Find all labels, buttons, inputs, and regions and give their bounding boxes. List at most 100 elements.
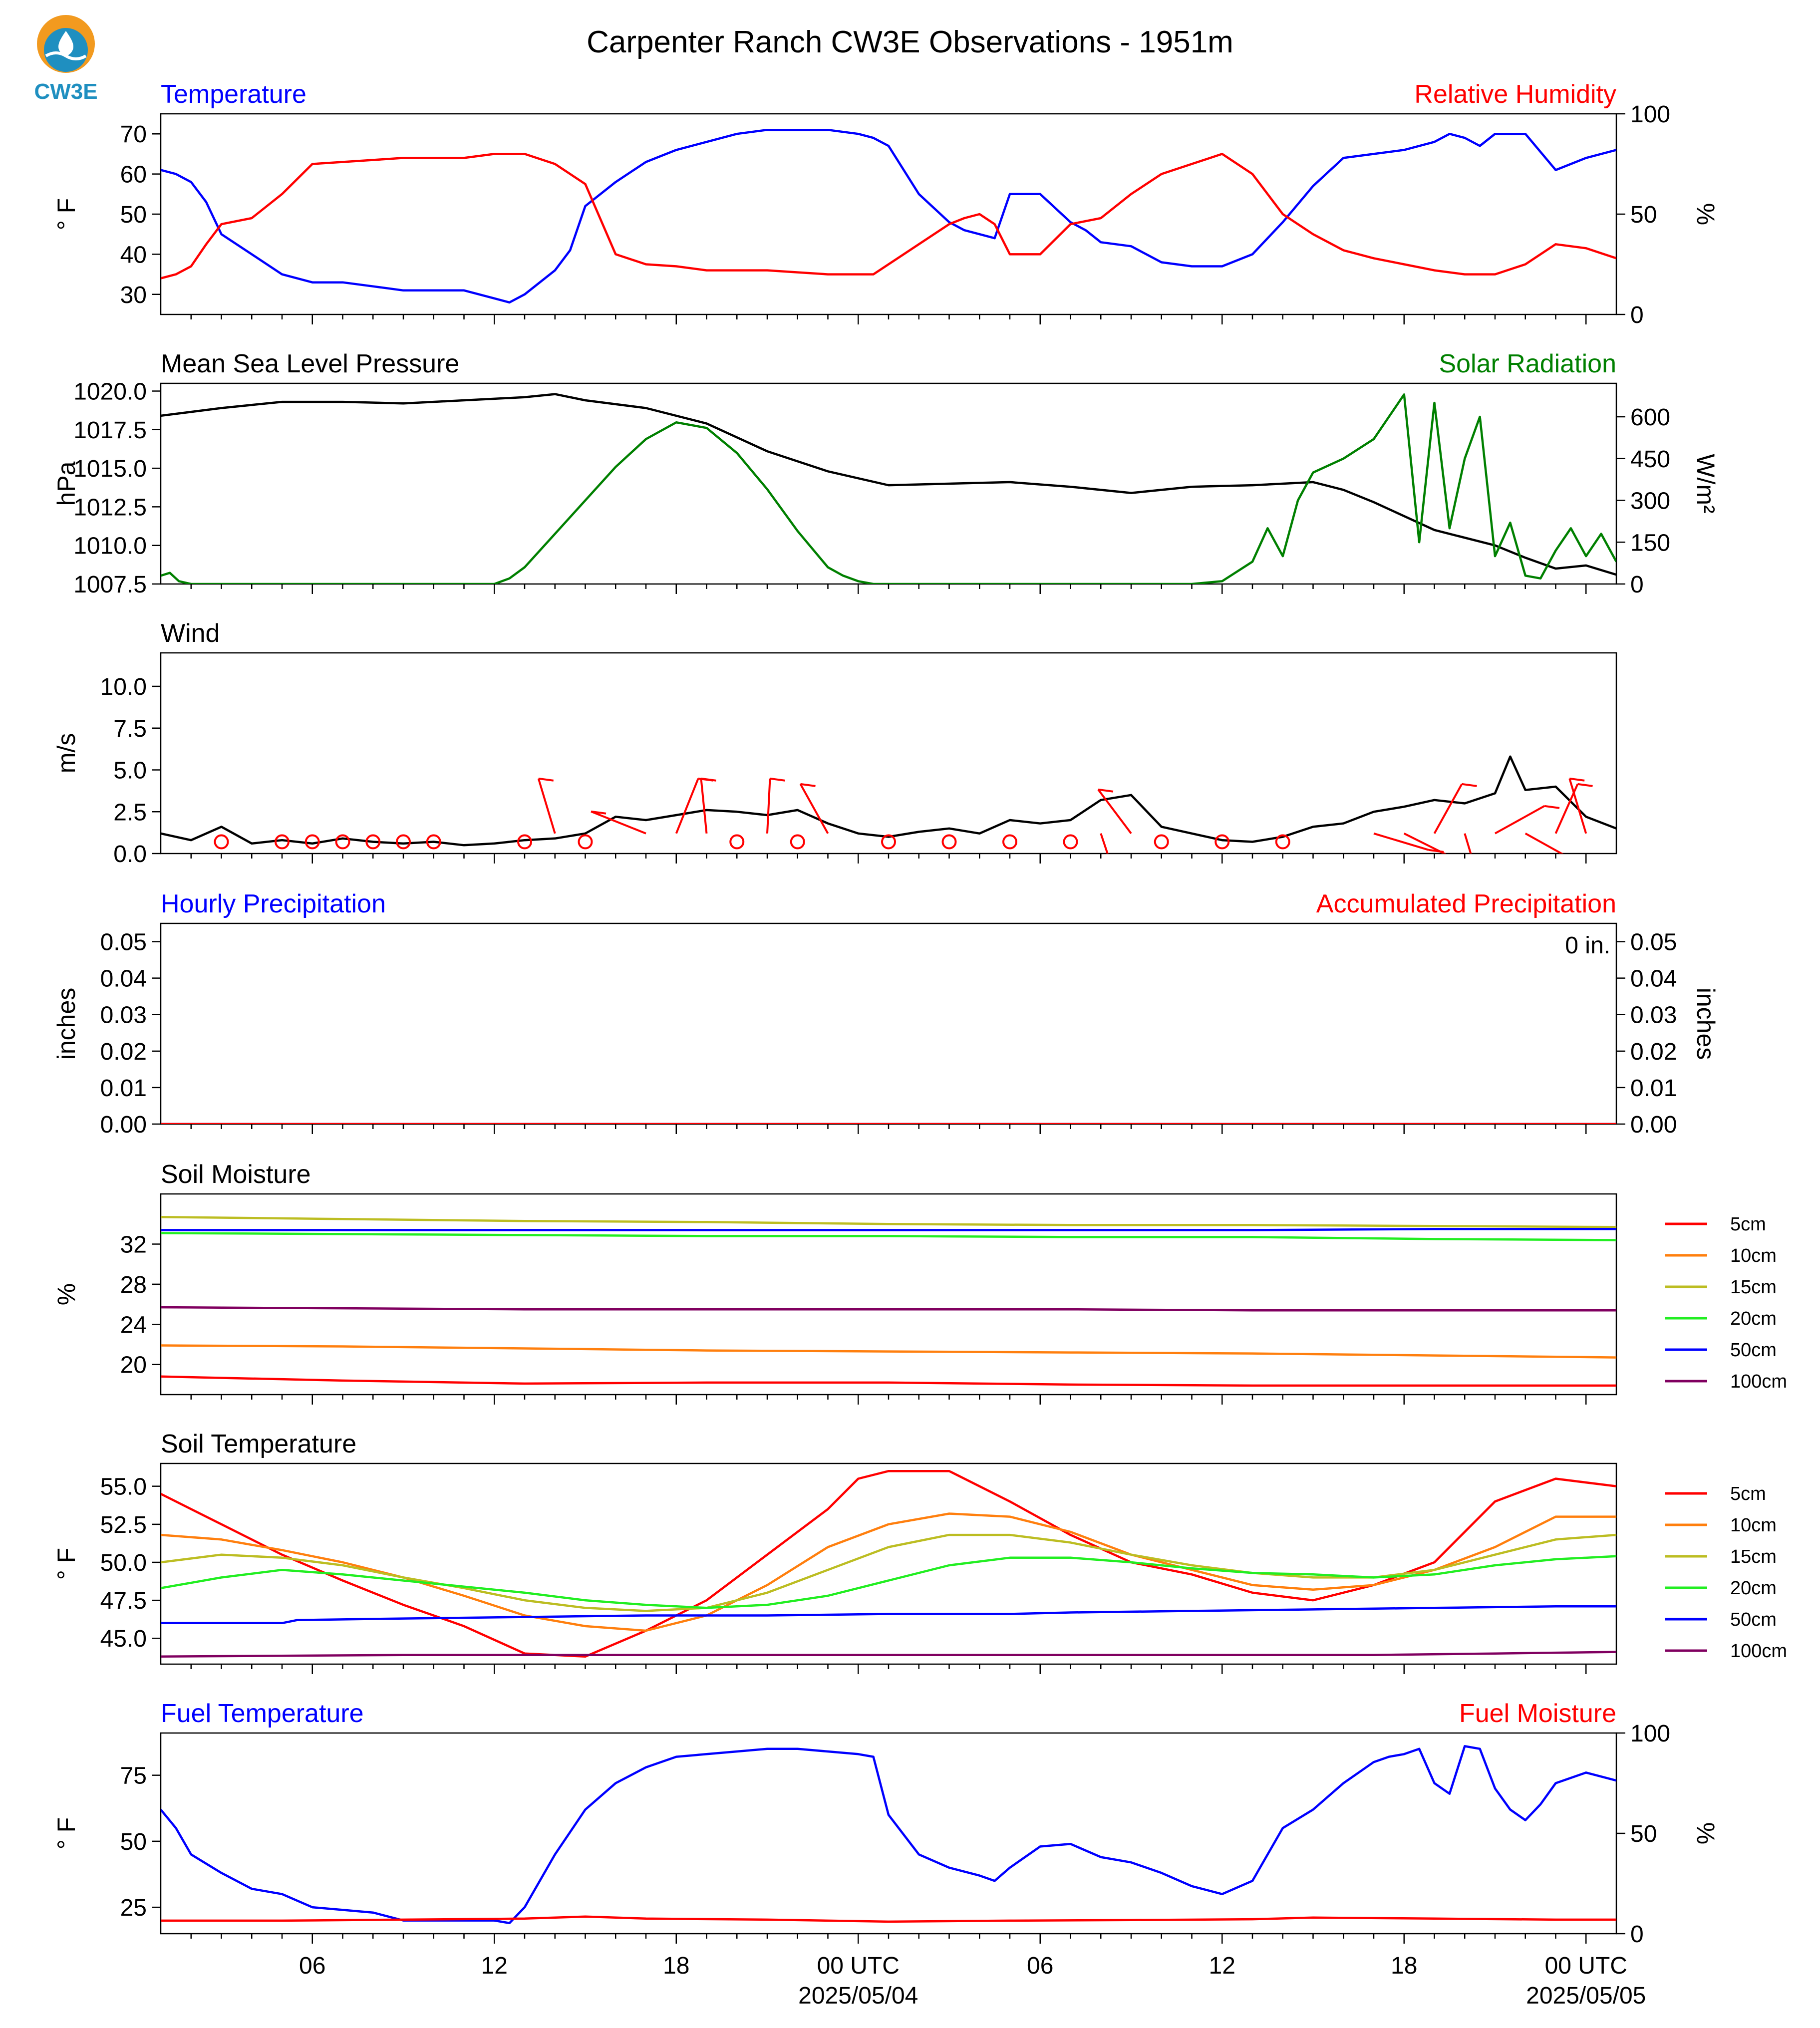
panels: Temperature Relative Humidity 30 40 50 60 70 0 5… xyxy=(52,80,1787,1948)
wind-ytick-label: 5.0 xyxy=(113,758,147,784)
legend-label: 15cm xyxy=(1730,1277,1777,1298)
wind-barb xyxy=(700,778,708,834)
wind-calm-marker xyxy=(1154,834,1169,850)
panel-wind: Wind 0.0 2.5 5.0 7.5 10.0 m/s xyxy=(52,619,1617,868)
precip-ytick-label: 0.05 xyxy=(100,929,147,956)
series-line-100cm xyxy=(161,1651,1616,1658)
pressure_solar-ylabel: hPa xyxy=(52,461,80,506)
panel-fuel: Fuel Temperature Fuel Moisture 25 50 75 0 50 10… xyxy=(52,1699,1720,1948)
precip-ytick-label-right: 0.02 xyxy=(1630,1039,1677,1065)
wind-ylabel: m/s xyxy=(52,733,80,774)
logo-text: CW3E xyxy=(34,79,97,104)
temp_rh-ylabel-right: % xyxy=(1692,203,1720,225)
series-line-solar-radiation xyxy=(161,393,1616,584)
wind-barb-flag xyxy=(591,810,607,815)
soil_moisture-ylabel: % xyxy=(52,1283,80,1305)
time-axis-labels: 06 12 18 00 UTC 06 12 18 00 UTC 2025/05/04 2025/0… xyxy=(299,1953,1646,2009)
legend-label: 100cm xyxy=(1730,1371,1787,1392)
precip-ytick-label: 0.00 xyxy=(100,1112,147,1138)
wind-calm-marker xyxy=(790,834,805,850)
panel-precip: Hourly Precipitation Accumulated Precipit… xyxy=(52,889,1720,1138)
wind-barb-flag xyxy=(1462,783,1477,787)
pressure_solar-ytick-label-right: 150 xyxy=(1630,530,1670,556)
cw3e-logo: CW3E xyxy=(34,15,98,104)
wind-barb-flag xyxy=(1569,777,1585,782)
fuel-ytick-label: 25 xyxy=(120,1895,147,1921)
x-date-label: 2025/05/05 xyxy=(1526,1983,1646,2009)
wind-calm-marker xyxy=(426,834,441,850)
legend-label: 20cm xyxy=(1730,1578,1777,1599)
wind-barb xyxy=(1464,833,1472,854)
wind-calm-marker xyxy=(214,834,229,850)
precip-ytick-label: 0.04 xyxy=(100,966,147,992)
temp_rh-title-left: Temperature xyxy=(161,80,306,109)
soil_moisture-legend: 5cm 10cm 15cm 20cm 50cm 100cm xyxy=(1665,1214,1787,1392)
legend-label: 5cm xyxy=(1730,1214,1766,1235)
pressure_solar-title-right: Solar Radiation xyxy=(1439,349,1616,378)
wind-barb-flag xyxy=(1577,783,1593,787)
temp_rh-series-group xyxy=(161,128,1616,304)
pressure_solar-ytick-label-right: 600 xyxy=(1630,404,1670,431)
wind-calm-marker xyxy=(1275,834,1290,850)
wind-barb xyxy=(1495,805,1545,835)
precip-ytick-label-right: 0.05 xyxy=(1630,929,1677,956)
wind-calm-marker xyxy=(275,834,290,850)
temp_rh-ytick-label: 50 xyxy=(120,202,147,228)
soil_moisture-ytick-label: 20 xyxy=(120,1352,147,1379)
wind-ytick-label: 7.5 xyxy=(113,716,147,742)
fuel-ytick-label: 50 xyxy=(120,1829,147,1855)
wind-title-left: Wind xyxy=(161,619,220,648)
pressure_solar-ytick-label: 1015.0 xyxy=(73,456,147,482)
fuel-title-left: Fuel Temperature xyxy=(161,1699,364,1728)
soil_moisture-ytick-label: 24 xyxy=(120,1312,147,1338)
soil_temp-ytick-label: 50.0 xyxy=(100,1550,147,1576)
precip-title-left: Hourly Precipitation xyxy=(161,889,386,918)
legend-label: 10cm xyxy=(1730,1515,1777,1536)
x-tick-label: 00 UTC xyxy=(817,1953,900,1979)
pressure_solar-ytick-label: 1007.5 xyxy=(73,572,147,598)
wind-barb xyxy=(675,778,699,834)
temp_rh-ytick-label: 60 xyxy=(120,162,147,188)
legend-label: 50cm xyxy=(1730,1340,1777,1361)
wind-barb-flag xyxy=(770,777,785,782)
soil_temp-ytick-label: 47.5 xyxy=(100,1588,147,1614)
wind-barb xyxy=(1100,833,1109,854)
soil_moisture-series-group xyxy=(161,1215,1616,1387)
wind-barb xyxy=(1373,832,1429,851)
x-tick-label: 06 xyxy=(1027,1953,1053,1979)
wind-calm-marker xyxy=(578,834,593,850)
x-tick-label: 18 xyxy=(663,1953,689,1979)
legend-label: 10cm xyxy=(1730,1245,1777,1266)
wind-barb xyxy=(591,810,646,835)
wind-calm-marker xyxy=(335,834,350,850)
wind-barb-flag xyxy=(1098,788,1114,793)
pressure_solar-series-group xyxy=(161,393,1616,584)
series-line-50cm xyxy=(161,1605,1616,1625)
logo-wave-icon xyxy=(45,51,87,60)
pressure_solar-ytick-label: 1012.5 xyxy=(73,494,147,521)
precip-ylabel-right: inches xyxy=(1692,988,1720,1060)
fuel-title-right: Fuel Moisture xyxy=(1459,1699,1616,1728)
wind-barb xyxy=(1433,783,1463,834)
legend-label: 100cm xyxy=(1730,1641,1787,1662)
precip-ytick-label: 0.01 xyxy=(100,1075,147,1102)
fuel-ytick-label-right: 50 xyxy=(1630,1821,1657,1847)
legend-label: 20cm xyxy=(1730,1308,1777,1329)
wind-barb xyxy=(1524,833,1564,854)
soil_temp-series-group xyxy=(161,1469,1616,1658)
precip-ytick-label: 0.02 xyxy=(100,1039,147,1065)
pressure_solar-ytick-label-right: 450 xyxy=(1630,446,1670,473)
soil_temp-ytick-label: 45.0 xyxy=(100,1626,147,1652)
panel-pressure_solar: Mean Sea Level Pressure Solar Radiation 10… xyxy=(52,349,1720,598)
series-line-15cm xyxy=(161,1215,1616,1228)
soil_temp-ylabel: ° F xyxy=(52,1548,80,1580)
x-tick-label: 18 xyxy=(1391,1953,1417,1979)
wind-calm-marker xyxy=(396,834,411,850)
panel-temp_rh: Temperature Relative Humidity 30 40 50 60 70 0 5… xyxy=(52,80,1720,328)
x-tick-label: 12 xyxy=(1209,1953,1235,1979)
wind-calm-marker xyxy=(729,834,745,850)
legend-label: 50cm xyxy=(1730,1609,1777,1630)
series-line-20cm xyxy=(161,1232,1616,1241)
figure-title: Carpenter Ranch CW3E Observations - 1951… xyxy=(587,25,1233,59)
fuel-ytick-label: 75 xyxy=(120,1763,147,1789)
